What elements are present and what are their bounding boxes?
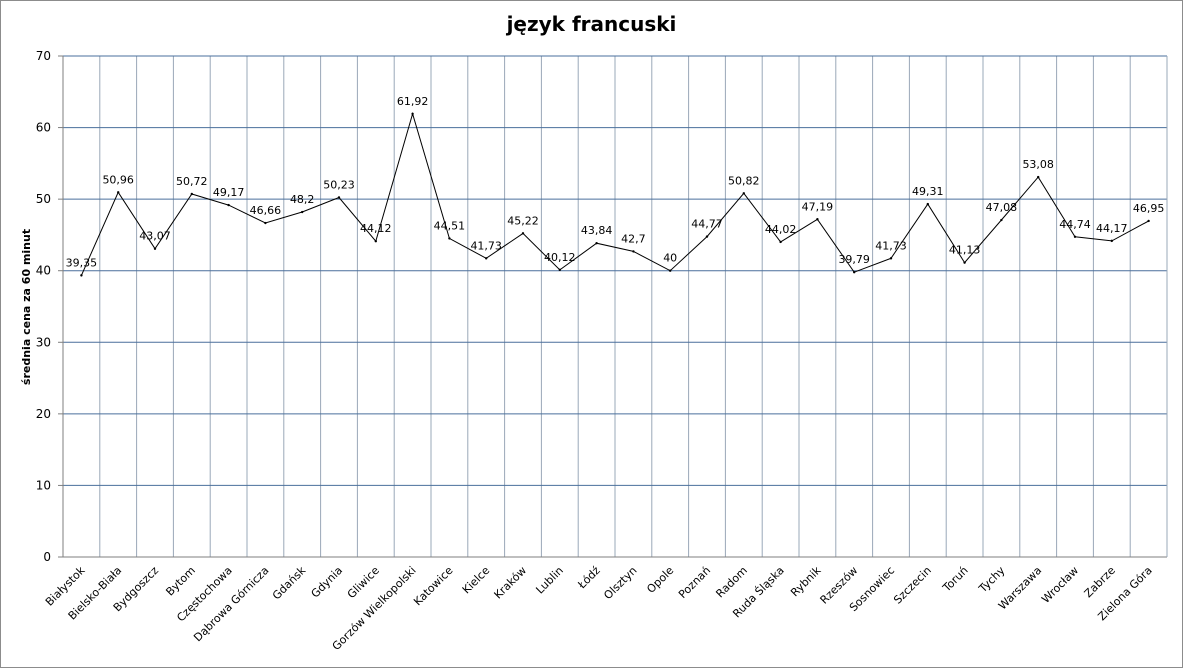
- x-tick-label: Kielce: [460, 564, 493, 597]
- data-point: [853, 271, 856, 274]
- data-point: [669, 269, 672, 272]
- data-point: [632, 250, 635, 253]
- data-point: [1073, 235, 1077, 238]
- data-point: [889, 257, 893, 260]
- data-point: [374, 240, 377, 243]
- x-tick-label: Zabrze: [1082, 564, 1118, 600]
- data-label: 42,7: [621, 232, 646, 245]
- axes: [58, 55, 1168, 558]
- y-tick-label: 60: [36, 121, 51, 135]
- data-point: [411, 112, 414, 116]
- y-tick-label: 30: [36, 335, 51, 349]
- data-point: [117, 191, 120, 194]
- data-label: 44,17: [1096, 222, 1128, 235]
- data-point: [264, 221, 267, 225]
- data-label: 44,12: [360, 222, 392, 235]
- data-label: 48,2: [290, 193, 315, 206]
- data-label: 61,92: [397, 95, 429, 108]
- x-tick-label: Szczecin: [891, 564, 934, 607]
- data-point: [558, 268, 561, 272]
- data-label: 39,35: [66, 256, 98, 269]
- data-label: 46,95: [1133, 202, 1165, 215]
- x-tick-label: Opole: [644, 564, 676, 596]
- data-label: 44,02: [765, 223, 797, 236]
- series-line-path: [80, 112, 1149, 276]
- data-point: [485, 257, 488, 260]
- x-tick-label: Tychy: [976, 564, 1008, 596]
- data-point: [153, 247, 157, 250]
- data-point: [521, 232, 525, 235]
- data-point: [80, 274, 83, 277]
- data-label: 44,51: [434, 219, 466, 232]
- data-point: [1147, 219, 1150, 223]
- x-tick-label: Radom: [713, 564, 749, 600]
- x-tick-label: Katowice: [411, 564, 455, 608]
- data-point: [779, 240, 782, 244]
- data-label: 50,96: [102, 173, 134, 186]
- data-point: [227, 203, 230, 207]
- x-tick-label: Bytom: [163, 564, 198, 599]
- data-label: 47,08: [986, 201, 1018, 214]
- data-label: 43,07: [139, 230, 171, 243]
- data-label: 50,72: [176, 175, 208, 188]
- data-label: 46,66: [250, 204, 282, 217]
- data-point: [705, 235, 709, 238]
- series-line: [80, 112, 1150, 277]
- data-point: [963, 261, 966, 264]
- y-tick-label: 40: [36, 264, 51, 278]
- data-labels: 39,35 50,96 43,07 50,72 49,17 46,66 48,2 50,23 4…: [66, 95, 1165, 270]
- y-tick-label: 20: [36, 407, 51, 421]
- data-label: 53,08: [1022, 158, 1054, 171]
- data-point: [1037, 175, 1040, 179]
- y-tick-label: 10: [36, 478, 51, 492]
- x-tick-label: Rybnik: [788, 563, 824, 599]
- data-point: [301, 210, 304, 214]
- y-tick-label: 50: [36, 192, 51, 206]
- y-tick-labels: 0 10 20 30 40 50 60 70: [36, 49, 51, 564]
- chart-title: język francuski: [506, 12, 677, 36]
- data-point: [337, 196, 341, 199]
- y-tick-label: 70: [36, 49, 51, 63]
- horizontal-gridlines: [63, 55, 1167, 486]
- data-label: 44,77: [691, 218, 723, 231]
- x-tick-label: Toruń: [940, 564, 971, 595]
- data-point: [448, 237, 451, 240]
- data-label: 41,73: [875, 239, 907, 252]
- data-label: 47,19: [802, 200, 834, 213]
- x-tick-label: Łódź: [575, 564, 603, 592]
- x-tick-label: Gdańsk: [270, 563, 309, 602]
- x-tick-label: Lublin: [533, 564, 566, 597]
- data-point: [926, 202, 929, 206]
- data-label: 45,22: [507, 214, 539, 227]
- data-label: 44,74: [1059, 218, 1091, 231]
- data-label: 40: [663, 252, 677, 265]
- x-tick-label: Olsztyn: [601, 564, 639, 602]
- data-point: [190, 192, 193, 196]
- data-label: 41,73: [470, 239, 502, 252]
- data-label: 50,23: [323, 178, 355, 191]
- x-tick-label: Gdynia: [308, 564, 345, 601]
- x-tick-label: Kraków: [492, 564, 530, 602]
- data-label: 43,84: [581, 224, 613, 237]
- data-point: [1110, 239, 1114, 243]
- data-point: [816, 218, 819, 221]
- data-label: 49,17: [213, 186, 245, 199]
- data-label: 49,31: [912, 185, 944, 198]
- x-tick-label: Wrocław: [1039, 564, 1081, 606]
- data-point: [742, 192, 745, 195]
- x-tick-label: Poznań: [676, 564, 713, 601]
- data-label: 41,13: [949, 244, 981, 257]
- y-axis-label: średnia cena za 60 minut: [20, 229, 33, 385]
- data-label: 50,82: [728, 174, 760, 187]
- data-point: [595, 242, 598, 245]
- y-tick-label: 0: [43, 550, 51, 564]
- data-label: 40,12: [544, 251, 576, 264]
- data-point: [1000, 218, 1003, 222]
- vertical-gridlines: [99, 56, 1131, 557]
- x-tick-label: Gliwice: [345, 564, 382, 601]
- data-label: 39,79: [838, 253, 870, 266]
